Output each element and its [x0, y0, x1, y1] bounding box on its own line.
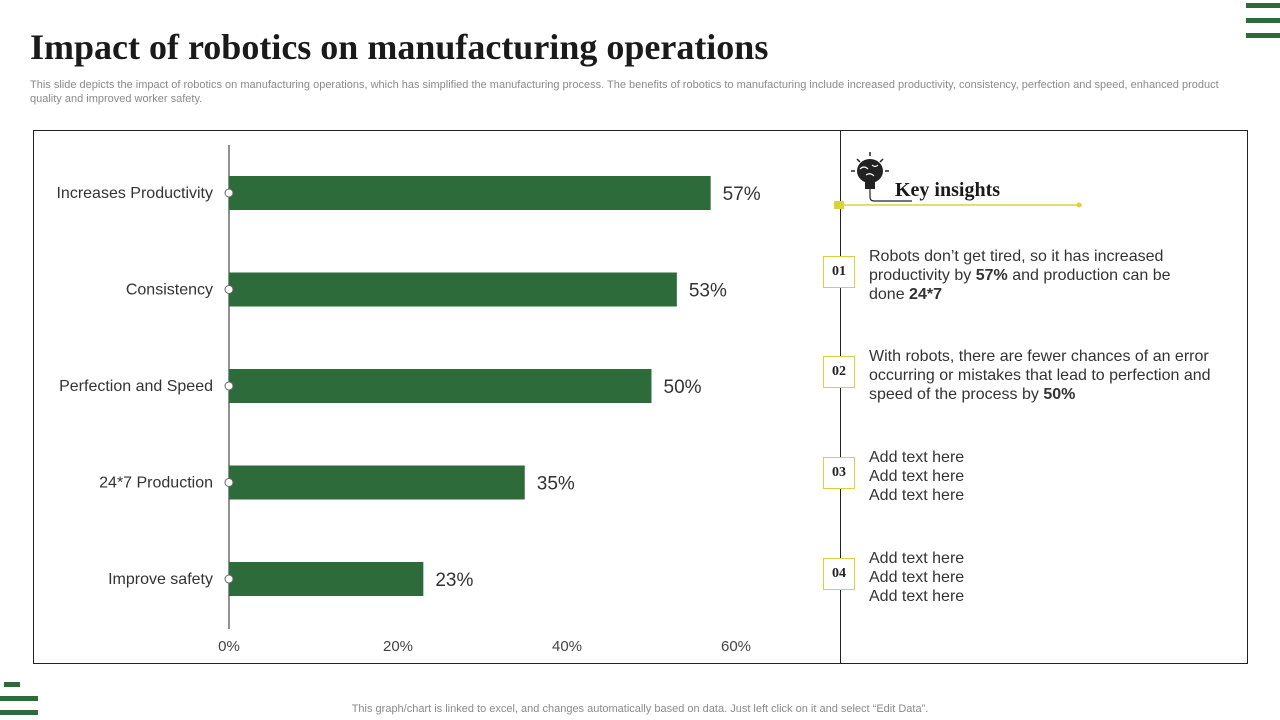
- category-label: Perfection and Speed: [59, 378, 213, 395]
- category-label: 24*7 Production: [99, 475, 213, 492]
- insight-number: 02: [823, 356, 855, 388]
- insight-number: 03: [823, 457, 855, 489]
- brain-bulb-icon: [834, 152, 1082, 209]
- bar[interactable]: [229, 272, 677, 307]
- bar[interactable]: [229, 176, 711, 210]
- category-label: Consistency: [126, 282, 213, 299]
- insight-number: 04: [823, 558, 855, 590]
- bar[interactable]: [229, 465, 525, 500]
- bar-chart[interactable]: Increases Productivity 57% Consistency 53% P…: [34, 131, 839, 661]
- data-label: 50%: [664, 377, 702, 398]
- x-tick-label: 0%: [218, 638, 240, 655]
- x-tick-label: 60%: [721, 638, 751, 655]
- insight-number: 01: [823, 256, 855, 288]
- category-label: Increases Productivity: [56, 185, 213, 202]
- category-marker: [224, 574, 234, 584]
- data-label: 35%: [537, 474, 575, 495]
- bottom-left-decoration: [0, 682, 38, 718]
- category-label: Improve safety: [108, 571, 213, 588]
- page-title: Impact of robotics on manufacturing oper…: [30, 27, 769, 67]
- insight-text: Add text here Add text here Add text her…: [869, 550, 965, 605]
- x-tick-label: 40%: [552, 638, 582, 655]
- category-marker: [224, 381, 234, 391]
- insight-text: With robots, there are fewer chances of …: [869, 348, 1211, 403]
- bar[interactable]: [229, 562, 424, 596]
- content-frame: [33, 130, 1248, 664]
- x-tick-label: 20%: [383, 638, 413, 655]
- data-label: 53%: [689, 281, 727, 302]
- insight-text: Robots don’t get tired, so it has increa…: [869, 248, 1171, 303]
- insight-text: Add text here Add text here Add text her…: [869, 449, 965, 504]
- top-right-decoration: [1246, 3, 1280, 39]
- bar[interactable]: [229, 369, 652, 403]
- page-subtitle: This slide depicts the impact of robotic…: [30, 79, 1219, 105]
- data-label: 57%: [723, 184, 761, 205]
- footnote: This graph/chart is linked to excel, and…: [351, 703, 929, 715]
- key-insights-header-graphic: [834, 152, 1082, 209]
- category-marker: [224, 188, 234, 198]
- content-divider: [840, 130, 841, 664]
- key-insights-title: Key insights: [895, 179, 1001, 201]
- data-label: 23%: [435, 570, 473, 591]
- category-marker: [224, 478, 234, 487]
- category-marker: [224, 285, 234, 294]
